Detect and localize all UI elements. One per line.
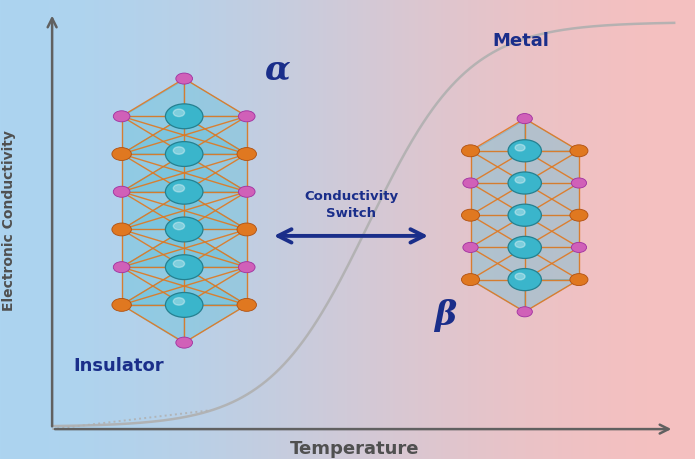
Polygon shape [471,280,525,312]
Circle shape [165,142,203,167]
Text: β: β [434,298,457,331]
Polygon shape [122,230,184,268]
Circle shape [517,307,532,317]
Polygon shape [184,230,247,268]
Polygon shape [122,268,247,305]
Polygon shape [471,119,525,151]
Polygon shape [184,117,247,155]
Circle shape [461,146,480,157]
Circle shape [238,187,255,198]
Polygon shape [122,230,247,268]
Circle shape [113,112,130,123]
Polygon shape [525,280,579,312]
Polygon shape [471,216,525,248]
Polygon shape [471,248,525,280]
Polygon shape [122,155,184,192]
Circle shape [173,110,185,118]
Circle shape [461,274,480,286]
Polygon shape [122,192,184,230]
Circle shape [238,262,255,273]
Circle shape [165,293,203,318]
Circle shape [463,243,478,253]
Polygon shape [122,268,184,305]
Polygon shape [122,79,184,117]
Circle shape [237,224,256,236]
Circle shape [508,269,541,291]
Polygon shape [184,192,247,230]
Circle shape [176,337,193,348]
Circle shape [113,262,130,273]
Circle shape [113,187,130,198]
Text: Conductivity
Switch: Conductivity Switch [304,190,398,219]
Polygon shape [184,155,247,192]
Polygon shape [525,216,579,248]
Polygon shape [122,192,247,230]
Polygon shape [471,151,525,184]
Text: Metal: Metal [493,32,550,50]
Circle shape [515,145,525,151]
Polygon shape [122,155,247,192]
Polygon shape [525,184,579,216]
Circle shape [173,147,185,155]
Circle shape [508,173,541,195]
Text: Temperature: Temperature [290,439,419,457]
Circle shape [238,112,255,123]
Text: α: α [264,53,290,86]
Circle shape [237,299,256,312]
Polygon shape [184,268,247,305]
Circle shape [173,298,185,306]
Circle shape [461,210,480,222]
Text: Insulator: Insulator [73,356,163,374]
Circle shape [165,255,203,280]
Circle shape [165,180,203,205]
Circle shape [515,274,525,280]
Circle shape [237,148,256,161]
Circle shape [571,243,587,253]
Circle shape [112,148,131,161]
Circle shape [515,209,525,216]
Circle shape [173,223,185,230]
Circle shape [571,179,587,189]
Polygon shape [525,248,579,280]
Circle shape [517,114,532,124]
Polygon shape [184,79,247,117]
Circle shape [173,260,185,268]
Polygon shape [471,184,525,216]
Polygon shape [525,119,579,151]
Text: Electronic Conductivity: Electronic Conductivity [2,130,16,311]
Polygon shape [122,305,184,343]
Circle shape [112,224,131,236]
Circle shape [463,179,478,189]
Circle shape [515,177,525,184]
Circle shape [508,205,541,227]
Circle shape [570,146,588,157]
Circle shape [508,140,541,162]
Circle shape [176,74,193,85]
Circle shape [165,105,203,129]
Circle shape [173,185,185,193]
Polygon shape [122,117,184,155]
Circle shape [570,274,588,286]
Circle shape [570,210,588,222]
Polygon shape [184,305,247,343]
Polygon shape [122,117,247,155]
Circle shape [515,241,525,248]
Circle shape [112,299,131,312]
Circle shape [165,218,203,242]
Polygon shape [525,151,579,184]
Circle shape [508,237,541,259]
